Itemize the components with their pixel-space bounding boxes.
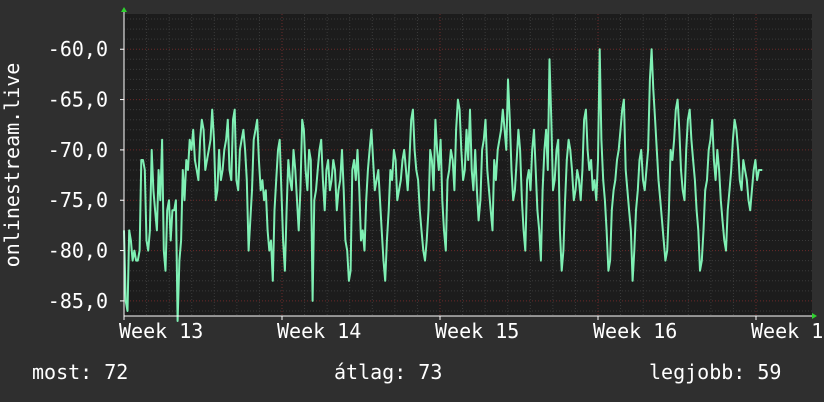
y-tick-label: -60,0 — [48, 37, 108, 61]
series-layer — [123, 48, 763, 322]
y-axis-label: onlinestream.live — [0, 63, 24, 268]
x-tick-label: Week 16 — [593, 319, 677, 343]
x-tick-label: Week 1 — [751, 319, 823, 343]
x-tick-label: Week 13 — [119, 319, 203, 343]
stats-row: most: 72 átlag: 73 legjobb: 59 — [0, 360, 824, 390]
x-tick-label: Week 14 — [277, 319, 361, 343]
y-tick-label: -65,0 — [48, 88, 108, 112]
max-value: legjobb: 59 — [649, 360, 782, 384]
y-tick-label: -80,0 — [48, 239, 108, 263]
x-axis-arrow-icon — [812, 313, 817, 319]
y-axis-ticks: -60,0 -65,0 -70,0 -75,0 -80,0 -85,0 — [48, 37, 124, 313]
y-tick-label: -75,0 — [48, 188, 108, 212]
x-tick-label: Week 15 — [435, 319, 519, 343]
y-tick-label: -85,0 — [48, 289, 108, 313]
y-axis-arrow-icon — [121, 7, 127, 12]
y-tick-label: -70,0 — [48, 138, 108, 162]
average-value: átlag: 73 — [334, 360, 443, 384]
current-value: most: 72 — [32, 360, 129, 384]
series-line — [123, 48, 763, 322]
x-axis-ticks: Week 13 Week 14 Week 15 Week 16 Week 1 — [119, 316, 823, 343]
